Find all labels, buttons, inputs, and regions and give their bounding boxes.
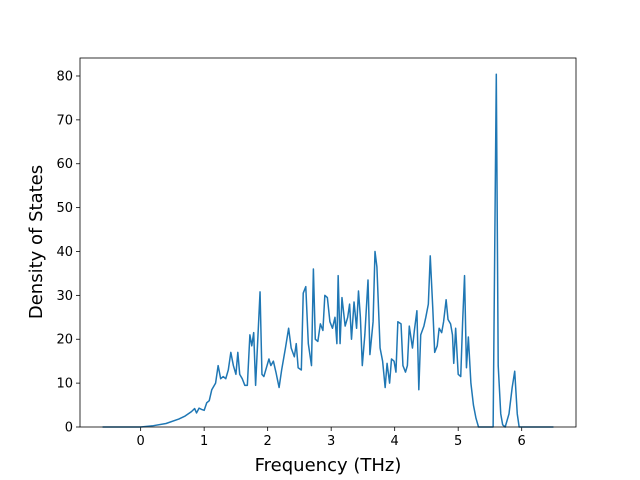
y-tick-label: 50 (56, 201, 73, 216)
y-tick-label: 30 (56, 289, 73, 304)
y-tick-label: 80 (56, 69, 73, 84)
plot (102, 73, 554, 428)
data-line (102, 73, 554, 428)
x-tick-label: 0 (137, 434, 145, 449)
x-tick-label: 3 (327, 434, 335, 449)
y-tick-label: 60 (56, 157, 73, 172)
x-tick-label: 1 (200, 434, 208, 449)
x-tick-label: 6 (518, 434, 526, 449)
y-tick-label: 70 (56, 113, 73, 128)
y-tick-label: 10 (56, 377, 73, 392)
y-tick-label: 20 (56, 333, 73, 348)
y-tick-label: 0 (65, 421, 73, 436)
x-tick-label: 2 (264, 434, 272, 449)
axes-frame (79, 57, 577, 428)
x-axis-label: Frequency (THz) (255, 455, 402, 476)
y-tick-label: 40 (56, 245, 73, 260)
x-tick-label: 4 (391, 434, 399, 449)
x-tick-label: 5 (454, 434, 462, 449)
y-axis-label: Density of States (26, 165, 47, 319)
